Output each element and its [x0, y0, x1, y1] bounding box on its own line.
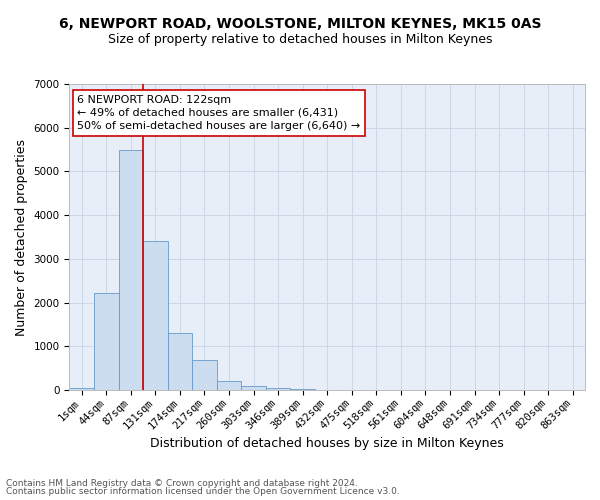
Text: Contains HM Land Registry data © Crown copyright and database right 2024.: Contains HM Land Registry data © Crown c…	[6, 478, 358, 488]
Bar	[94, 293, 119, 390]
Text: 6 NEWPORT ROAD: 122sqm
← 49% of detached houses are smaller (6,431)
50% of semi-: 6 NEWPORT ROAD: 122sqm ← 49% of detached…	[77, 94, 361, 131]
Text: Size of property relative to detached houses in Milton Keynes: Size of property relative to detached ho…	[108, 32, 492, 46]
Bar	[192, 360, 217, 390]
Y-axis label: Number of detached properties: Number of detached properties	[15, 138, 28, 336]
Bar	[266, 388, 290, 390]
Bar	[217, 382, 241, 390]
Text: 6, NEWPORT ROAD, WOOLSTONE, MILTON KEYNES, MK15 0AS: 6, NEWPORT ROAD, WOOLSTONE, MILTON KEYNE…	[59, 18, 541, 32]
Bar	[119, 150, 143, 390]
Bar	[70, 388, 94, 390]
Bar	[167, 334, 192, 390]
X-axis label: Distribution of detached houses by size in Milton Keynes: Distribution of detached houses by size …	[151, 437, 504, 450]
Bar	[143, 242, 167, 390]
Text: Contains public sector information licensed under the Open Government Licence v3: Contains public sector information licen…	[6, 487, 400, 496]
Bar	[241, 386, 266, 390]
